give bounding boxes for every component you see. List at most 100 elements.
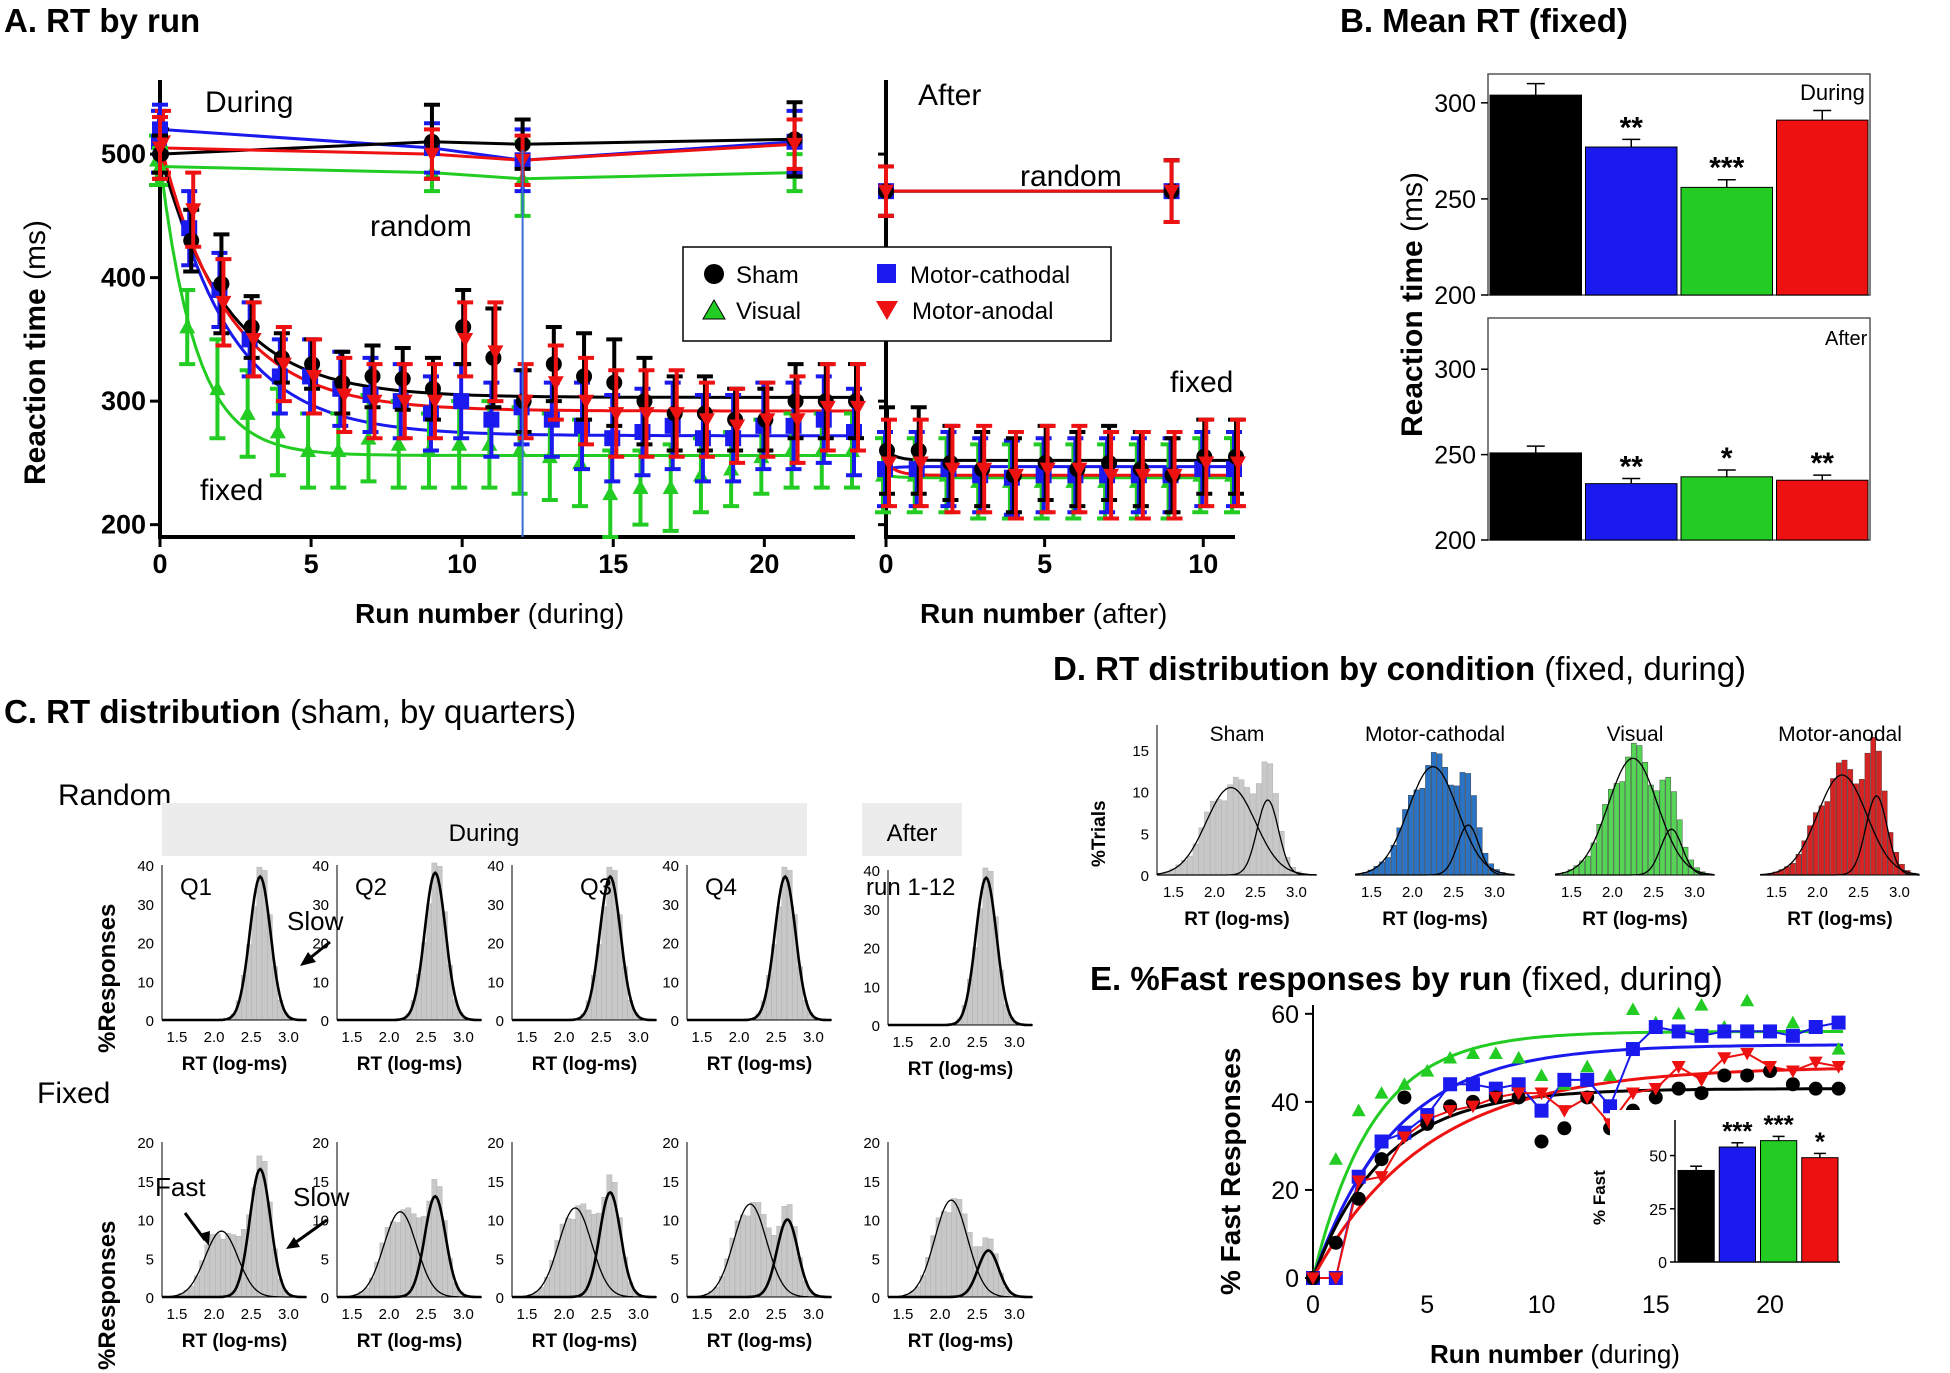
- x-tick-label: 0: [878, 549, 893, 579]
- condition-label-motor-anodal: Motor-anodal: [1778, 723, 1902, 746]
- point-visual: [1785, 1015, 1800, 1029]
- hist-bar: [1192, 843, 1199, 876]
- bar-motor-anodal: [1776, 119, 1869, 296]
- x-tick-label: 1.5: [1361, 884, 1382, 901]
- point-sham: [1671, 1081, 1686, 1096]
- fit-curve: [1759, 774, 1920, 876]
- hist-bar: [1187, 855, 1193, 876]
- x-tick-label: 3.0: [453, 1306, 474, 1323]
- hist-bar: [426, 903, 433, 1021]
- point-visual: [1671, 1006, 1686, 1020]
- point-motor-anodal: [423, 147, 440, 163]
- panel-e-title: E. %Fast responses by run (fixed, during…: [1090, 960, 1723, 997]
- hist-bar: [1642, 762, 1649, 876]
- significance-label: ***: [1709, 152, 1744, 185]
- panel-c: C. RT distribution (sham, by quarters) R…: [4, 693, 1033, 1370]
- point-visual: [330, 442, 347, 457]
- x-tick-label: 1.5: [892, 1306, 913, 1323]
- hist-bar: [1590, 842, 1597, 876]
- y-tick-label: 400: [101, 263, 146, 293]
- y-tick-label: 15: [662, 1174, 679, 1191]
- point-sham: [1717, 1068, 1732, 1083]
- hist-bar: [1858, 779, 1865, 876]
- y-tick-label: 20: [662, 1135, 679, 1152]
- x-tick-label: 2.0: [379, 1306, 400, 1323]
- panel-a-legend: Sham Visual Motor-cathodal Motor-anodal: [682, 246, 1112, 342]
- x-tick-label: 20: [1756, 1291, 1784, 1319]
- point-motor-anodal: [698, 413, 715, 428]
- point-motor-anodal: [1351, 1175, 1366, 1189]
- y-tick-label: 30: [863, 902, 880, 919]
- inset-significance-label: ***: [1763, 1109, 1794, 1139]
- hist-bar: [1676, 819, 1683, 876]
- x-tick-label: 3.0: [1004, 1034, 1025, 1051]
- point-visual: [300, 442, 317, 457]
- legend-cathodal-label: Motor-cathodal: [910, 262, 1070, 289]
- y-tick-label: 200: [101, 510, 146, 540]
- hist-bar: [1876, 750, 1882, 876]
- x-tick-label: 2.0: [729, 1029, 750, 1046]
- quarter-label: Q4: [705, 874, 737, 901]
- point-visual: [209, 380, 226, 396]
- y-tick-label: 15: [312, 1174, 329, 1191]
- plot-frame: [1487, 317, 1871, 541]
- y-tick-label: 40: [487, 858, 504, 875]
- x-axis-label: RT (log-ms): [182, 1054, 288, 1075]
- y-tick-label: 10: [863, 979, 880, 996]
- condition-label-sham: Sham: [1210, 723, 1265, 746]
- condition-label-motor-cathodal: Motor-cathodal: [1365, 723, 1505, 746]
- panel-c-row-random: Random: [58, 779, 171, 812]
- x-tick-label: 20: [749, 549, 779, 579]
- point-visual: [1534, 1068, 1549, 1082]
- y-tick-label: 0: [671, 1013, 679, 1030]
- x-tick-label: 3.0: [1004, 1306, 1025, 1323]
- inset-significance-label: *: [1815, 1126, 1826, 1156]
- point-sham: [1831, 1081, 1846, 1096]
- point-motor-cathodal: [1808, 1020, 1823, 1035]
- point-motor-anodal: [366, 394, 383, 410]
- hist-bar: [786, 1204, 793, 1298]
- point-visual: [1740, 993, 1755, 1007]
- point-motor-anodal: [547, 376, 564, 391]
- x-tick-label: 2.5: [967, 1306, 988, 1323]
- hist-bar: [1215, 799, 1222, 876]
- point-motor-anodal: [1671, 1061, 1686, 1074]
- point-motor-anodal: [1557, 1105, 1572, 1118]
- x-tick-label: 3.0: [453, 1029, 474, 1046]
- legend-visual-label: Visual: [736, 298, 801, 325]
- panel-e-ylabel: % Fast Responses: [1215, 1048, 1246, 1295]
- x-axis-label: RT (log-ms): [532, 1054, 638, 1075]
- point-motor-cathodal: [1694, 1028, 1709, 1043]
- point-motor-anodal: [1374, 1171, 1389, 1184]
- bar-sham: [1489, 94, 1582, 296]
- point-sham: [1374, 1152, 1389, 1167]
- point-motor-anodal: [878, 184, 894, 200]
- inset-bar-sham: [1677, 1169, 1715, 1263]
- x-axis-label: RT (log-ms): [908, 1331, 1014, 1352]
- bar-visual: [1680, 476, 1773, 541]
- label-slow-random: Slow: [287, 906, 344, 936]
- hist-bar: [1881, 790, 1888, 876]
- hist-bar: [1801, 840, 1808, 876]
- x-tick-label: 5: [1037, 549, 1052, 579]
- y-tick-label: 40: [312, 858, 329, 875]
- point-visual: [1420, 1064, 1435, 1077]
- y-tick-label: 250: [1434, 186, 1476, 214]
- y-tick-label: 200: [1434, 527, 1476, 555]
- y-tick-label: 10: [137, 1213, 154, 1230]
- x-tick-label: 2.5: [591, 1029, 612, 1046]
- panel-a-during-plot: 0 5 10 15 20 200 300 400 500: [101, 80, 866, 579]
- bar-motor-cathodal: [1585, 483, 1678, 541]
- point-motor-cathodal: [1625, 1042, 1640, 1057]
- x-tick-label: 2.5: [967, 1034, 988, 1051]
- y-tick-label: 30: [312, 897, 329, 914]
- fit-curve-motor-anodal: [885, 461, 1235, 477]
- point-motor-anodal: [1071, 462, 1088, 478]
- y-tick-label: 20: [1271, 1177, 1299, 1205]
- y-tick-label: 0: [872, 1290, 880, 1307]
- quarter-label: Q3: [580, 874, 612, 901]
- legend-sham-label: Sham: [736, 262, 799, 289]
- y-tick-label: 30: [487, 897, 504, 914]
